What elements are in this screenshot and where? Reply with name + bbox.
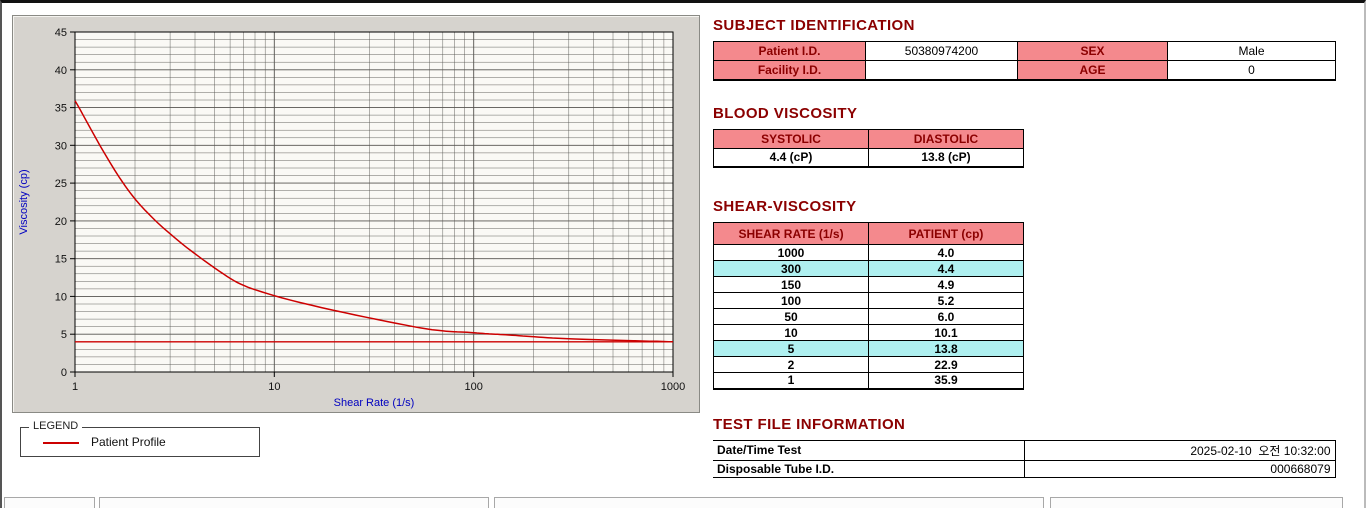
- shear-row: 1 35.9: [713, 372, 1024, 389]
- svg-text:1: 1: [72, 381, 78, 393]
- table-row: Patient I.D. 50380974200 SEX Male: [713, 41, 1336, 61]
- svg-text:15: 15: [55, 254, 67, 266]
- shear-rate-cell: 300: [713, 260, 869, 277]
- disposable-tube-id-value: 000668079: [1023, 459, 1336, 478]
- table-row: SYSTOLIC DIASTOLIC: [713, 128, 1024, 149]
- shear-row: 1000 4.0: [713, 244, 1024, 261]
- sex-value: Male: [1167, 41, 1336, 61]
- shear-rate-cell: 100: [713, 292, 869, 309]
- shear-rate-cell: 10: [713, 324, 869, 341]
- svg-text:35: 35: [55, 103, 67, 115]
- table-row: Date/Time Test 2025-02-10 오전 10:32:00: [713, 439, 1336, 461]
- systolic-value: 4.4 (cP): [713, 147, 869, 168]
- patient-cp-cell: 13.8: [868, 340, 1024, 357]
- shear-rate-cell: 1000: [713, 244, 869, 261]
- shear-row: 100 5.2: [713, 292, 1024, 309]
- svg-text:20: 20: [55, 216, 67, 228]
- date-time-test-label: Date/Time Test: [713, 439, 1025, 461]
- systolic-header: SYSTOLIC: [713, 128, 869, 149]
- shear-row: 300 4.4: [713, 260, 1024, 277]
- age-label: AGE: [1017, 60, 1168, 80]
- table-header-row: SHEAR RATE (1/s) PATIENT (cp): [713, 222, 1024, 245]
- test-file-information-title: TEST FILE INFORMATION: [713, 415, 906, 433]
- legend-line-swatch: [43, 442, 79, 444]
- table-row: 4.4 (cP) 13.8 (cP): [713, 147, 1024, 168]
- svg-text:100: 100: [464, 381, 482, 393]
- shear-row: 5 13.8: [713, 340, 1024, 357]
- svg-text:1000: 1000: [661, 381, 685, 393]
- shear-rate-cell: 1: [713, 372, 869, 389]
- shear-row: 10 10.1: [713, 324, 1024, 341]
- table-row: Facility I.D. AGE 0: [713, 60, 1336, 80]
- svg-text:5: 5: [61, 329, 67, 341]
- shear-row: 50 6.0: [713, 308, 1024, 325]
- patient-cp-cell: 4.4: [868, 260, 1024, 277]
- shear-rate-cell: 150: [713, 276, 869, 293]
- test-file-information-table: Date/Time Test 2025-02-10 오전 10:32:00 Di…: [713, 439, 1336, 478]
- bottom-panel-2[interactable]: [99, 497, 489, 508]
- bottom-panel-1[interactable]: [4, 497, 95, 508]
- svg-text:10: 10: [268, 381, 280, 393]
- sex-label: SEX: [1017, 41, 1168, 61]
- svg-text:45: 45: [55, 27, 67, 39]
- date-time-test-value: 2025-02-10 오전 10:32:00: [1023, 439, 1336, 461]
- shear-row: 150 4.9: [713, 276, 1024, 293]
- subject-identification-table: Patient I.D. 50380974200 SEX Male Facili…: [713, 41, 1336, 81]
- facility-id-label: Facility I.D.: [713, 60, 866, 80]
- legend-title: LEGEND: [29, 420, 83, 432]
- age-value: 0: [1167, 60, 1336, 80]
- report-column: SUBJECT IDENTIFICATION Patient I.D. 5038…: [713, 17, 1337, 478]
- shear-rate-header: SHEAR RATE (1/s): [713, 222, 869, 245]
- patient-cp-cell: 35.9: [868, 372, 1024, 389]
- patient-id-label: Patient I.D.: [713, 41, 866, 61]
- svg-text:Viscosity (cp): Viscosity (cp): [18, 169, 30, 234]
- diastolic-value: 13.8 (cP): [868, 147, 1024, 168]
- svg-text:25: 25: [55, 178, 67, 190]
- diastolic-header: DIASTOLIC: [868, 128, 1024, 149]
- svg-text:0: 0: [61, 367, 67, 379]
- legend-series-label: Patient Profile: [91, 435, 166, 449]
- patient-cp-cell: 10.1: [868, 324, 1024, 341]
- patient-cp-cell: 4.9: [868, 276, 1024, 293]
- shear-viscosity-table: SHEAR RATE (1/s) PATIENT (cp) 1000 4.0 300…: [713, 222, 1024, 390]
- svg-text:30: 30: [55, 140, 67, 152]
- patient-id-value: 50380974200: [865, 41, 1018, 61]
- legend-box: LEGEND Patient Profile: [20, 420, 260, 457]
- patient-cp-cell: 6.0: [868, 308, 1024, 325]
- chart-panel: 0 5 10 15 20 25 30 35 40 45 1 10 100 1000 Shear Rate (…: [12, 15, 700, 413]
- disposable-tube-id-label: Disposable Tube I.D.: [713, 459, 1025, 478]
- bottom-panel-3[interactable]: [494, 497, 1044, 508]
- shear-rate-cell: 50: [713, 308, 869, 325]
- svg-text:Shear Rate (1/s): Shear Rate (1/s): [334, 397, 415, 409]
- table-row: Disposable Tube I.D. 000668079: [713, 459, 1336, 478]
- shear-row: 2 22.9: [713, 356, 1024, 373]
- shear-rate-cell: 2: [713, 356, 869, 373]
- shear-viscosity-title: SHEAR-VISCOSITY: [713, 198, 857, 215]
- patient-cp-cell: 5.2: [868, 292, 1024, 309]
- svg-text:40: 40: [55, 65, 67, 77]
- facility-id-value: [865, 60, 1018, 80]
- blood-viscosity-table: SYSTOLIC DIASTOLIC 4.4 (cP) 13.8 (cP): [713, 128, 1024, 168]
- svg-text:10: 10: [55, 291, 67, 303]
- shear-rate-cell: 5: [713, 340, 869, 357]
- patient-cp-cell: 4.0: [868, 244, 1024, 261]
- patient-cp-cell: 22.9: [868, 356, 1024, 373]
- patient-cp-header: PATIENT (cp): [868, 222, 1024, 245]
- bottom-panel-4[interactable]: [1050, 497, 1343, 508]
- blood-viscosity-title: BLOOD VISCOSITY: [713, 104, 858, 122]
- viscosity-chart: 0 5 10 15 20 25 30 35 40 45 1 10 100 1000 Shear Rate (…: [18, 27, 685, 409]
- subject-identification-title: SUBJECT IDENTIFICATION: [713, 17, 915, 34]
